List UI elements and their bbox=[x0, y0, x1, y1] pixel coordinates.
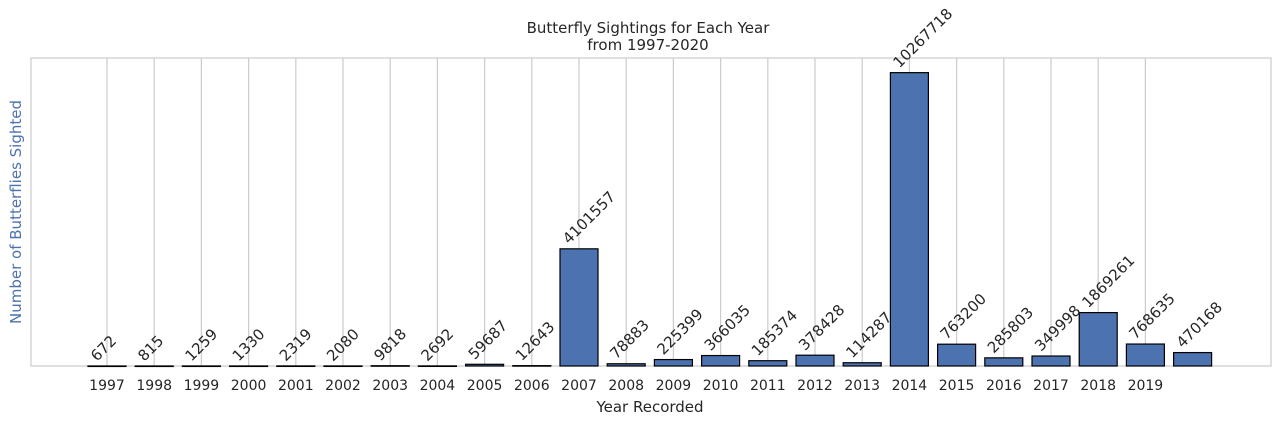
x-tick-label: 2019 bbox=[1128, 378, 1164, 394]
bars bbox=[87, 72, 1213, 368]
x-tick-label: 2011 bbox=[750, 378, 786, 394]
bar-value-label: 763200 bbox=[937, 290, 990, 343]
x-tick-label: 2008 bbox=[608, 378, 644, 394]
x-tick-label: 2018 bbox=[1080, 378, 1116, 394]
bar-value-label: 59687 bbox=[465, 317, 511, 363]
plot-frame bbox=[30, 57, 1272, 367]
grid-lines bbox=[106, 58, 1147, 366]
bar bbox=[1172, 351, 1213, 367]
bar-value-label: 285803 bbox=[984, 303, 1037, 356]
bar-value-label: 185374 bbox=[748, 306, 801, 359]
x-tick-label: 2014 bbox=[892, 378, 928, 394]
bar bbox=[229, 365, 269, 368]
x-tick-label: 2000 bbox=[231, 378, 267, 394]
bar-value-label: 1869261 bbox=[1078, 251, 1138, 311]
chart-title: Butterfly Sightings for Each Year bbox=[527, 19, 771, 37]
bar bbox=[417, 365, 457, 368]
bar bbox=[936, 343, 977, 367]
bar-value-label: 768635 bbox=[1126, 290, 1179, 343]
bar bbox=[323, 365, 363, 368]
x-tick-label: 2010 bbox=[703, 378, 739, 394]
bar bbox=[984, 357, 1024, 367]
bar bbox=[889, 72, 930, 367]
x-tick-label: 2005 bbox=[467, 378, 503, 394]
bar bbox=[465, 363, 505, 367]
bar-value-label: 470168 bbox=[1173, 298, 1226, 351]
bar-value-label: 672 bbox=[87, 332, 120, 365]
x-tick-label: 2002 bbox=[325, 378, 361, 394]
bar-value-label: 378428 bbox=[795, 301, 848, 354]
x-tick-label: 2007 bbox=[561, 378, 597, 394]
bar bbox=[1031, 355, 1071, 367]
bar bbox=[134, 365, 174, 368]
x-tick-labels: 1997 1998 1999 2000 2001 2002 2003 2004 2005 2006… bbox=[89, 378, 1163, 394]
bar bbox=[1078, 311, 1118, 367]
x-tick-label: 2015 bbox=[939, 378, 975, 394]
x-tick-label: 2013 bbox=[844, 378, 880, 394]
bar bbox=[559, 248, 599, 367]
bar-value-label: 815 bbox=[134, 332, 167, 365]
chart-subtitle: from 1997-2020 bbox=[587, 36, 708, 54]
bar bbox=[512, 365, 552, 367]
bar bbox=[606, 363, 646, 367]
bar bbox=[653, 358, 694, 367]
y-axis-label: Number of Butterflies Sighted bbox=[7, 100, 25, 324]
bar bbox=[1125, 343, 1166, 367]
x-tick-label: 1999 bbox=[184, 378, 220, 394]
x-tick-label: 2009 bbox=[656, 378, 692, 394]
x-tick-label: 2016 bbox=[986, 378, 1022, 394]
bar bbox=[700, 354, 741, 367]
bar bbox=[276, 365, 316, 368]
x-tick-label: 2006 bbox=[514, 378, 550, 394]
bar-value-label: 114287 bbox=[842, 308, 895, 361]
bar bbox=[181, 365, 221, 368]
bar-value-label: 78883 bbox=[606, 316, 652, 362]
bar-value-label: 225399 bbox=[654, 305, 707, 358]
x-tick-label: 2012 bbox=[797, 378, 833, 394]
bar-value-label: 4101557 bbox=[559, 188, 619, 248]
x-tick-label: 2003 bbox=[372, 378, 408, 394]
bar-value-label: 10267718 bbox=[890, 5, 957, 72]
bar bbox=[87, 365, 127, 368]
bar-value-label: 12643 bbox=[512, 318, 558, 364]
x-tick-label: 1998 bbox=[136, 378, 172, 394]
bar bbox=[748, 360, 788, 367]
bar-value-label: 349998 bbox=[1031, 302, 1084, 355]
x-tick-label: 2001 bbox=[278, 378, 314, 394]
bar bbox=[795, 354, 835, 367]
x-tick-label: 2017 bbox=[1033, 378, 1069, 394]
x-tick-label: 1997 bbox=[89, 378, 125, 394]
x-tick-label: 2004 bbox=[420, 378, 456, 394]
x-axis-label: Year Recorded bbox=[595, 398, 703, 416]
bar bbox=[370, 365, 410, 367]
value-labels: 672 815 1259 1330 2319 2080 9818 2692 59687 12643… bbox=[87, 5, 1226, 365]
bar bbox=[842, 362, 882, 367]
bar-value-label: 366035 bbox=[701, 301, 754, 354]
